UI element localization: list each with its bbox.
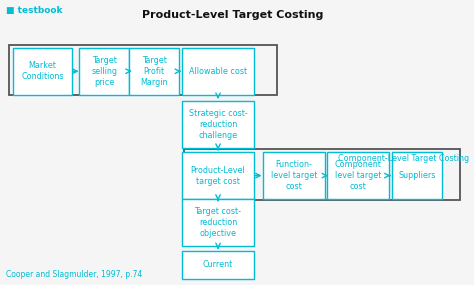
FancyBboxPatch shape — [182, 152, 254, 199]
FancyBboxPatch shape — [182, 199, 254, 246]
Bar — [184, 149, 460, 200]
FancyBboxPatch shape — [79, 48, 129, 95]
Text: Cooper and Slagmulder, 1997, p.74: Cooper and Slagmulder, 1997, p.74 — [6, 270, 142, 279]
FancyBboxPatch shape — [327, 152, 389, 199]
Text: Strategic cost-
reduction
challenge: Strategic cost- reduction challenge — [189, 109, 247, 140]
Text: Market
Conditions: Market Conditions — [21, 61, 64, 81]
Text: Product-Level
target cost: Product-Level target cost — [191, 166, 246, 186]
FancyBboxPatch shape — [182, 101, 254, 148]
Text: Component
level target
cost: Component level target cost — [335, 160, 381, 191]
Text: Suppliers: Suppliers — [399, 171, 436, 180]
FancyBboxPatch shape — [182, 251, 254, 279]
Text: Target cost-
reduction
objective: Target cost- reduction objective — [194, 207, 242, 238]
Bar — [9, 44, 277, 95]
FancyBboxPatch shape — [182, 48, 254, 95]
Text: ■ testbook: ■ testbook — [6, 6, 63, 15]
FancyBboxPatch shape — [129, 48, 179, 95]
Text: Target
selling
price: Target selling price — [91, 56, 117, 87]
Text: Target
Profit
Margin: Target Profit Margin — [140, 56, 168, 87]
Text: Component-Level Target Costing: Component-Level Target Costing — [338, 154, 469, 163]
Text: Function-
level target
cost: Function- level target cost — [271, 160, 317, 191]
Text: Product-Level Target Costing: Product-Level Target Costing — [142, 10, 324, 20]
FancyBboxPatch shape — [392, 152, 442, 199]
Text: Allowable cost: Allowable cost — [189, 67, 247, 76]
FancyBboxPatch shape — [13, 48, 72, 95]
FancyBboxPatch shape — [263, 152, 325, 199]
Text: Current: Current — [203, 260, 233, 269]
